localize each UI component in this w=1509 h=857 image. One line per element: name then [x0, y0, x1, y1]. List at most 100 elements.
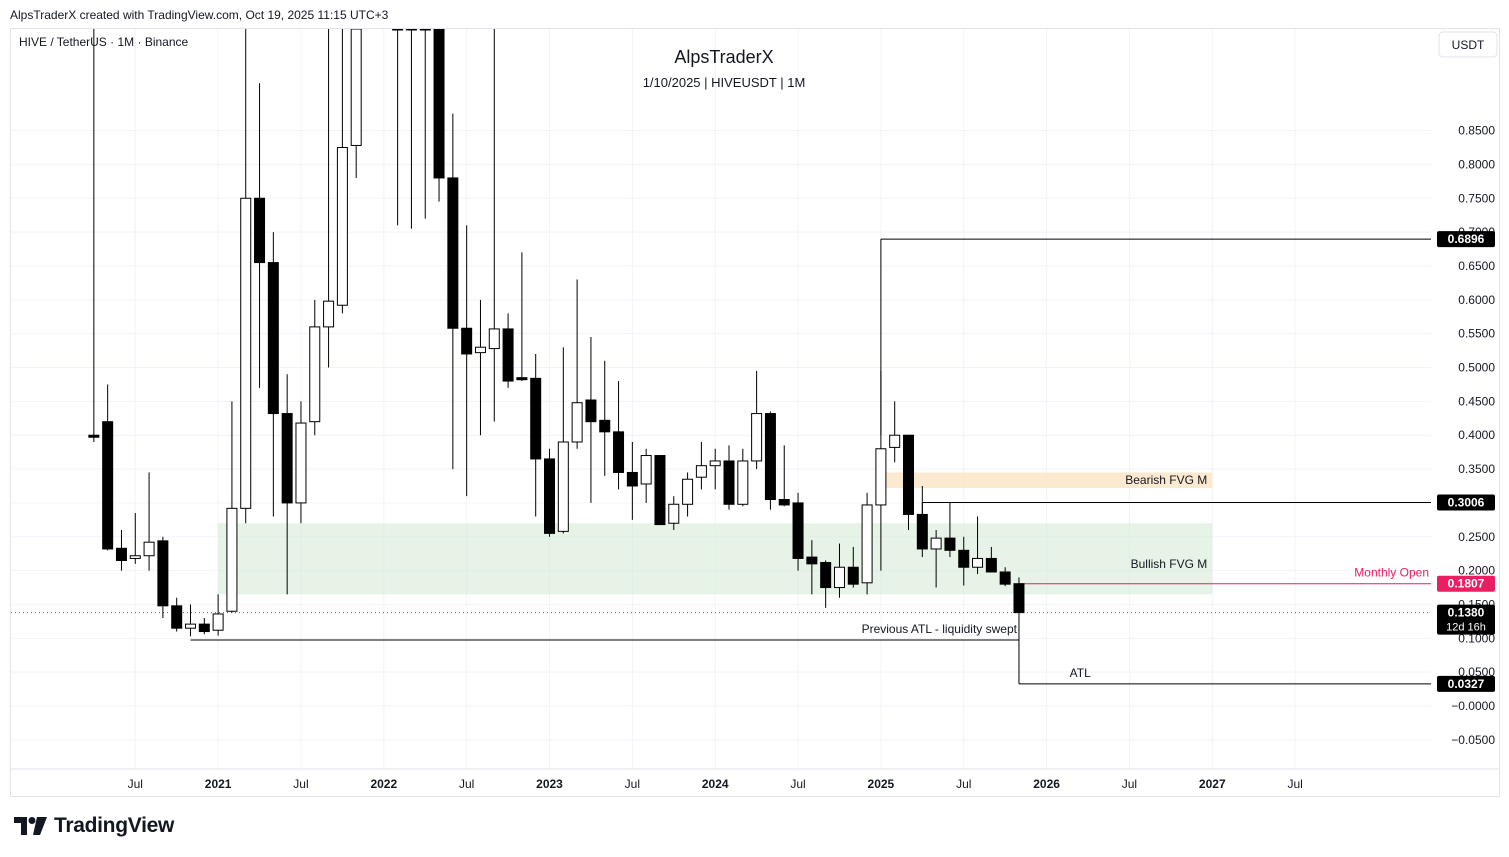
candle-body: [654, 455, 666, 526]
candle-body: [530, 377, 542, 460]
candle-body: [792, 502, 804, 559]
candle-body: [751, 413, 763, 462]
time-tick-label: 2026: [1033, 777, 1060, 791]
price-tick-label: 0.4000: [1458, 428, 1495, 442]
candle-body: [516, 377, 528, 381]
candle: [129, 513, 141, 564]
price-tick-label: 0.6000: [1458, 293, 1495, 307]
candle: [461, 225, 473, 497]
grid-layer: [11, 29, 1499, 770]
bearish-fvg-zone-label: Bearish FVG M: [1125, 473, 1207, 487]
price-tick-label: 0.5000: [1458, 361, 1495, 375]
currency-badge-box: [1438, 31, 1498, 58]
candle: [903, 434, 915, 531]
candle-body: [198, 623, 210, 633]
candle: [405, 29, 417, 229]
candle-body: [447, 177, 459, 329]
price-tick-label: 0.1000: [1458, 631, 1495, 645]
price-tick-label: 0.8000: [1458, 157, 1495, 171]
candle: [958, 536, 970, 586]
candle: [820, 560, 832, 608]
candle-body: [240, 197, 252, 509]
resistance-level-price-label: 0.3006: [1448, 496, 1485, 510]
candle-body: [254, 197, 266, 264]
candle-body: [682, 478, 694, 505]
atl-level-price-label-box: [1437, 675, 1495, 692]
candle-body: [820, 562, 832, 589]
price-tick-label: 0.4500: [1458, 394, 1495, 408]
price-tick-label: 0.2500: [1458, 530, 1495, 544]
candle: [847, 546, 859, 588]
candle: [613, 381, 625, 490]
price-tick-label: 0.3500: [1458, 462, 1495, 476]
candle-body: [861, 504, 873, 584]
candle-body: [778, 499, 790, 506]
time-tick-label: 2021: [205, 777, 232, 791]
bar-countdown: 12d 16h: [1446, 622, 1486, 634]
candle: [281, 374, 293, 595]
tradingview-logo[interactable]: TradingView: [14, 814, 174, 838]
candle-body: [474, 346, 486, 354]
candle: [226, 401, 238, 613]
atl-level-text: ATL: [1070, 666, 1091, 680]
candle-body: [806, 556, 818, 565]
candle: [115, 530, 127, 571]
candle: [544, 448, 556, 537]
time-tick-label: 2023: [536, 777, 563, 791]
candle: [792, 492, 804, 571]
candle: [571, 279, 583, 449]
candle: [985, 546, 997, 573]
chart-frame[interactable]: HIVE / TetherUS · 1M · Binance AlpsTrader…: [10, 28, 1500, 797]
monthly-open-price-label: 0.1807: [1448, 577, 1485, 591]
price-chart[interactable]: HIVE / TetherUS · 1M · Binance AlpsTrader…: [11, 29, 1499, 796]
time-tick-label: Jul: [128, 777, 143, 791]
candle-body: [544, 458, 556, 534]
monthly-open-price-label-box: [1437, 575, 1495, 592]
candle: [599, 360, 611, 476]
candle-body: [903, 434, 915, 515]
candle: [640, 448, 652, 503]
candle-body: [157, 540, 169, 607]
candle: [889, 401, 901, 463]
candle-body: [695, 465, 707, 478]
candle: [516, 252, 528, 382]
resistance-level-price-label-box: [1437, 494, 1495, 511]
bearish-fvg-zone: [880, 472, 1213, 489]
candle: [930, 530, 942, 588]
candle-body: [226, 507, 238, 612]
candle-body: [295, 422, 307, 504]
time-tick-label: 2027: [1199, 777, 1226, 791]
time-tick-label: 2025: [868, 777, 895, 791]
candle-body: [185, 623, 197, 629]
candle-body: [88, 434, 100, 438]
candle-body: [1013, 583, 1025, 614]
candle-body: [875, 448, 887, 506]
candle: [764, 411, 776, 510]
candle: [447, 113, 459, 470]
time-tick-label: Jul: [625, 777, 640, 791]
price-tick-label: 0.5500: [1458, 327, 1495, 341]
bullish-fvg-zone: [218, 523, 1213, 595]
price-tick-label: −0.0500: [1451, 733, 1495, 747]
candle-body: [171, 605, 183, 629]
annotations-layer: HIVE / TetherUS · 1M · Binance AlpsTrader…: [19, 35, 1429, 680]
candle-body: [212, 613, 224, 631]
candle: [171, 597, 183, 632]
candle: [557, 347, 569, 534]
bullish-fvg-zone-label: Bullish FVG M: [1131, 557, 1208, 571]
candle: [778, 445, 790, 507]
candle: [530, 353, 542, 517]
candle: [88, 29, 100, 442]
candle: [861, 492, 873, 595]
candle-body: [461, 327, 473, 355]
candle-body: [944, 537, 956, 551]
candle: [709, 448, 721, 490]
ath-level-price-label-box: [1437, 231, 1495, 248]
candle-body: [640, 455, 652, 485]
time-tick-label: Jul: [956, 777, 971, 791]
candle: [198, 618, 210, 635]
candle-body: [309, 326, 321, 423]
candle: [916, 485, 928, 558]
candle-body: [281, 413, 293, 504]
candle: [143, 472, 155, 571]
